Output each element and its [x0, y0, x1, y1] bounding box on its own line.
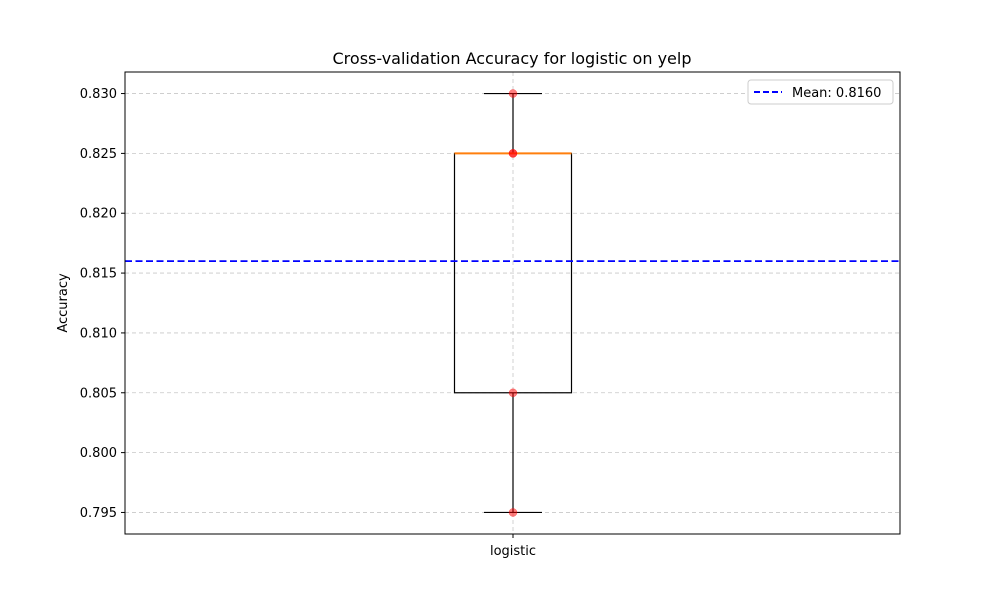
data-point — [508, 388, 518, 398]
legend: Mean: 0.8160 — [747, 79, 894, 105]
y-tick-label: 0.810 — [80, 326, 117, 341]
x-tick-label: logistic — [490, 544, 536, 559]
y-tick-label: 0.795 — [80, 506, 117, 521]
data-point — [508, 89, 518, 98]
points-layer — [508, 89, 518, 517]
legend-box — [747, 79, 894, 105]
y-tick-label: 0.825 — [80, 147, 117, 162]
y-tick-label: 0.805 — [80, 386, 117, 401]
data-point — [508, 508, 518, 517]
y-tick-label: 0.800 — [80, 446, 117, 461]
data-point — [508, 149, 518, 158]
x-ticks: logistic — [490, 534, 536, 559]
y-tick-label: 0.820 — [80, 207, 117, 222]
chart-title: Cross-validation Accuracy for logistic o… — [333, 49, 692, 68]
grid-layer — [125, 72, 900, 534]
y-tick-label: 0.830 — [80, 87, 117, 102]
y-axis-label: Accuracy — [56, 273, 71, 333]
y-ticks: 0.795 0.800 0.805 0.810 0.815 0.820 0.825 0.830 — [80, 87, 125, 521]
legend-mean-label: Mean: 0.8160 — [792, 86, 881, 101]
y-tick-label: 0.815 — [80, 267, 117, 282]
